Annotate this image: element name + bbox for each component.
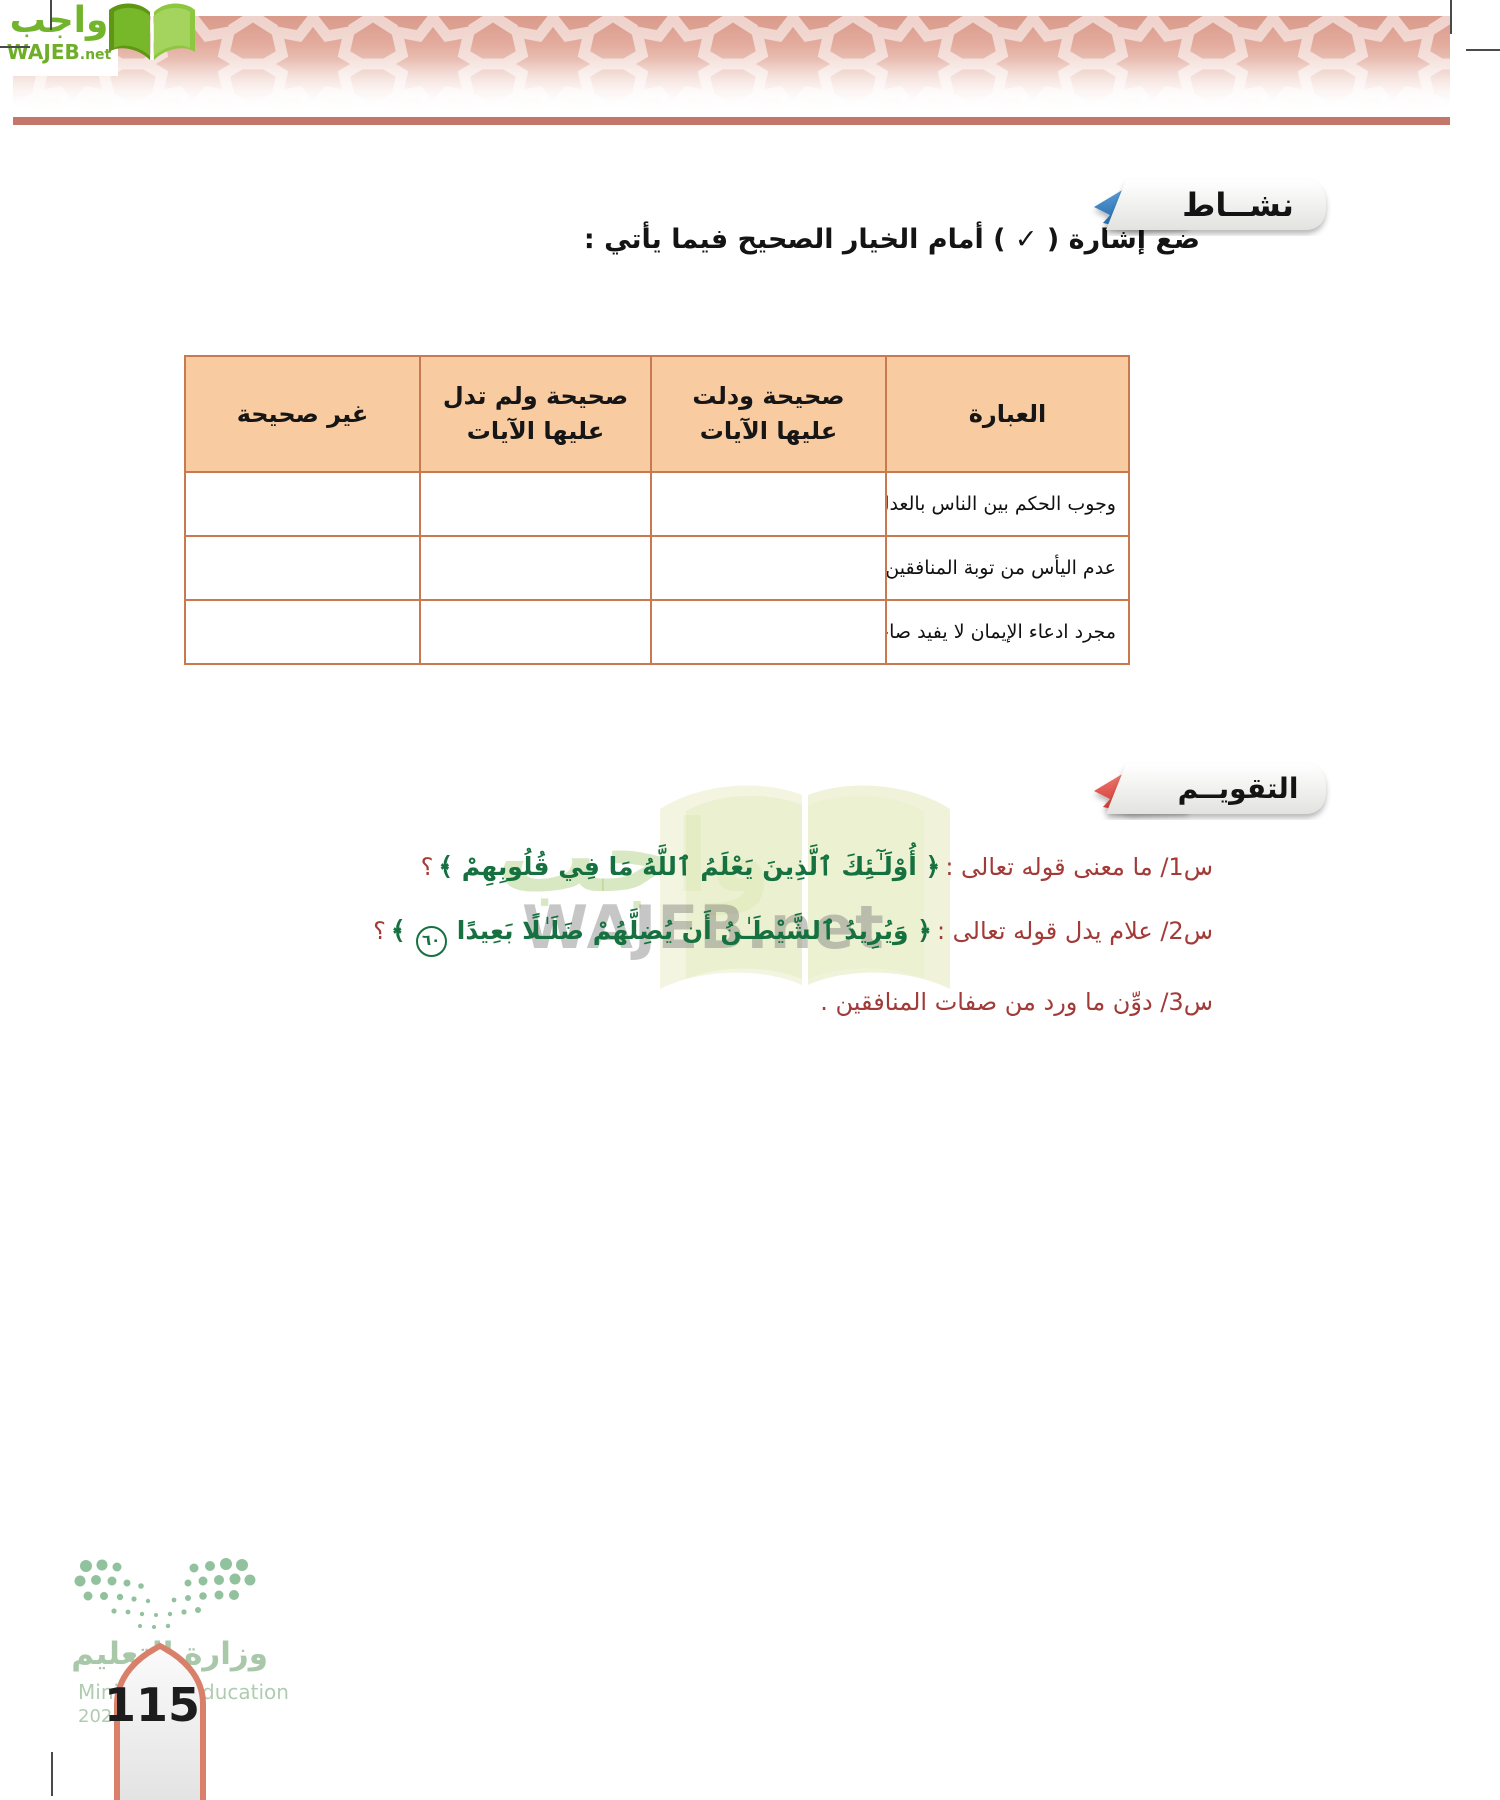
question-3: س3/ دوِّن ما ورد من صفات المنافقين . <box>820 988 1213 1016</box>
ayah-number-badge: ٦٠ <box>415 926 447 957</box>
question-2-verse-close: ﴾ <box>390 916 406 945</box>
answer-cell <box>184 471 421 537</box>
evaluation-banner-label: التقويــم <box>1177 772 1299 805</box>
table-row: مجرد ادعاء الإيمان لا يفيد صاحبه . <box>184 599 1130 665</box>
evaluation-banner: التقويــم <box>1088 760 1332 820</box>
activity-banner-shape <box>1094 180 1326 230</box>
wajeb-logo-arabic: واجب <box>9 0 109 41</box>
activity-table: العبارة صحيحة ودلت عليها الآيات صحيحة ول… <box>184 355 1130 665</box>
page-number-arch <box>114 1642 206 1800</box>
question-2-verse: ﴿ وَيُرِيدُ ٱلشَّيْطَـٰنُ أَن يُضِلَّهُم… <box>456 916 932 945</box>
column-header-incorrect: غير صحيحة <box>184 355 421 473</box>
ministry-logo-dots-icon <box>74 1558 256 1629</box>
page-number: 115 <box>104 1678 201 1732</box>
column-header-statement: العبارة <box>885 355 1130 473</box>
question-2-mark: ؟ <box>373 917 386 945</box>
crop-mark <box>51 1752 53 1796</box>
crop-mark <box>1450 0 1452 34</box>
question-1-verse: ﴿ أُوْلَـٰٓئِكَ ٱلَّذِينَ يَعْلَمُ ٱللَّ… <box>438 852 941 881</box>
wajeb-logo: واجب WAJEB.net <box>0 0 118 76</box>
activity-banner-label: نشــاط <box>1182 186 1294 224</box>
statement-cell: وجوب الحكم بين الناس بالعدل . <box>885 471 1130 537</box>
answer-cell <box>650 471 887 537</box>
activity-instruction: ضع إشارة ( ✓ ) أمام الخيار الصحيح فيما ي… <box>583 224 1200 255</box>
crop-mark <box>1466 49 1500 51</box>
answer-cell <box>650 599 887 665</box>
watermark-latin: WAJEB.net <box>522 893 885 963</box>
header-pattern-band <box>13 16 1450 112</box>
open-book-icon <box>109 3 195 60</box>
crop-mark <box>50 0 52 30</box>
answer-cell <box>419 535 652 601</box>
table-row: عدم اليأس من توبة المنافقين . <box>184 535 1130 601</box>
statement-cell: مجرد ادعاء الإيمان لا يفيد صاحبه . <box>885 599 1130 665</box>
column-header-correct-indicated: صحيحة ودلت عليها الآيات <box>650 355 887 473</box>
header-fade <box>13 16 1450 112</box>
crop-mark <box>0 46 30 48</box>
table-row: وجوب الحكم بين الناس بالعدل . <box>184 471 1130 537</box>
question-2-text: س2/ علام يدل قوله تعالى : <box>936 917 1213 945</box>
header-rule <box>13 117 1450 125</box>
answer-cell <box>184 535 421 601</box>
question-3-text: س3/ دوِّن ما ورد من صفات المنافقين . <box>820 988 1213 1016</box>
answer-cell <box>419 471 652 537</box>
answer-cell <box>184 599 421 665</box>
column-header-correct-not-indicated: صحيحة ولم تدل عليها الآيات <box>419 355 652 473</box>
statement-cell: عدم اليأس من توبة المنافقين . <box>885 535 1130 601</box>
answer-cell <box>650 535 887 601</box>
watermark-book-icon <box>660 785 950 989</box>
question-1-mark: ؟ <box>420 853 434 881</box>
question-1: س1/ ما معنى قوله تعالى : ﴿ أُوْلَـٰٓئِكَ… <box>421 852 1213 881</box>
answer-cell <box>419 599 652 665</box>
question-1-text: س1/ ما معنى قوله تعالى : <box>945 853 1213 881</box>
evaluation-banner-shape <box>1094 764 1326 814</box>
question-2: س2/ علام يدل قوله تعالى : ﴿ وَيُرِيدُ ٱل… <box>373 916 1213 957</box>
table-header-row: العبارة صحيحة ودلت عليها الآيات صحيحة ول… <box>184 355 1130 473</box>
wajeb-logo-latin: WAJEB.net <box>6 40 112 64</box>
activity-banner: نشــاط <box>1088 176 1332 236</box>
